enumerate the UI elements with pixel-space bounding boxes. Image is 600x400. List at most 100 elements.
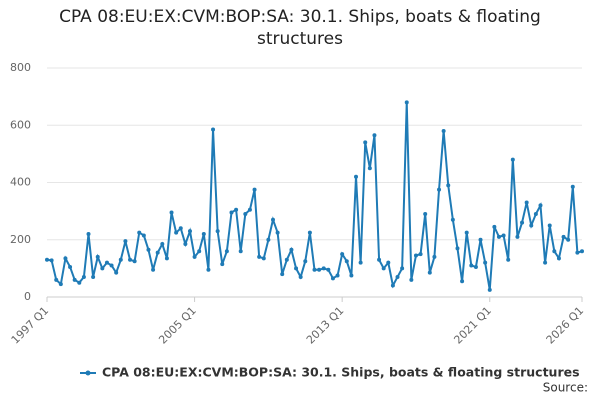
- point: [224, 249, 229, 254]
- point: [183, 242, 188, 247]
- point: [289, 247, 294, 252]
- point: [404, 100, 409, 105]
- point: [533, 211, 538, 216]
- point: [381, 266, 386, 271]
- point: [552, 249, 557, 254]
- point: [358, 260, 363, 265]
- point: [187, 229, 192, 234]
- point: [413, 253, 418, 258]
- point: [197, 249, 202, 254]
- point: [49, 258, 54, 263]
- point: [270, 217, 275, 222]
- point: [229, 210, 234, 215]
- y-tick-label: 800: [10, 61, 31, 74]
- point: [100, 266, 105, 271]
- point: [460, 279, 465, 284]
- point: [234, 207, 239, 212]
- point: [211, 127, 216, 132]
- point: [132, 259, 137, 264]
- point: [192, 254, 197, 259]
- point: [464, 230, 469, 235]
- point: [547, 223, 552, 228]
- point: [164, 256, 169, 261]
- legend-label: CPA 08:EU:EX:CVM:BOP:SA: 30.1. Ships, bo…: [102, 365, 580, 380]
- point: [506, 257, 511, 262]
- y-tick-label: 0: [24, 290, 31, 303]
- point: [469, 263, 474, 268]
- point: [294, 266, 299, 271]
- x-tick-label: 2021 Q1: [451, 304, 494, 347]
- point: [418, 252, 423, 257]
- point: [335, 273, 340, 278]
- point: [473, 264, 478, 269]
- point: [496, 234, 501, 239]
- point: [114, 270, 119, 275]
- point: [344, 259, 349, 264]
- point: [220, 262, 225, 267]
- y-tick-label: 400: [10, 176, 31, 189]
- point: [104, 260, 109, 265]
- point: [298, 274, 303, 279]
- point: [45, 257, 49, 262]
- chart-title: CPA 08:EU:EX:CVM:BOP:SA: 30.1. Ships, bo…: [59, 7, 541, 49]
- point: [354, 174, 359, 179]
- point: [261, 256, 266, 261]
- point: [86, 232, 91, 237]
- point: [441, 128, 446, 133]
- point: [109, 263, 114, 268]
- point: [556, 256, 561, 261]
- point: [492, 224, 497, 229]
- point: [58, 282, 63, 287]
- series-line: [46, 102, 583, 291]
- point: [386, 260, 391, 265]
- point: [520, 220, 525, 225]
- y-tick-label: 600: [10, 118, 31, 131]
- point: [478, 237, 483, 242]
- x-tick-label: 1997 Q1: [9, 304, 52, 347]
- point: [169, 210, 174, 215]
- point: [201, 232, 206, 237]
- point: [266, 237, 271, 242]
- point: [303, 259, 308, 264]
- source: Source:: [543, 381, 588, 395]
- point: [340, 252, 345, 257]
- point: [54, 277, 59, 282]
- point: [377, 257, 382, 262]
- point: [321, 266, 326, 271]
- point: [215, 229, 220, 234]
- point: [137, 230, 142, 235]
- point: [252, 187, 257, 192]
- point: [515, 234, 520, 239]
- point: [524, 200, 529, 205]
- point: [178, 226, 183, 231]
- point: [455, 246, 460, 251]
- point: [372, 133, 377, 138]
- legend-marker: [85, 370, 91, 376]
- x-tick-label: 2013 Q1: [304, 304, 347, 347]
- point: [566, 237, 571, 242]
- point: [275, 230, 280, 235]
- point: [432, 254, 437, 259]
- point: [437, 187, 442, 192]
- point: [330, 276, 335, 281]
- y-tick-label: 200: [10, 233, 31, 246]
- point: [72, 277, 77, 282]
- point: [487, 287, 492, 292]
- x-tick-label: 2026 Q1: [544, 304, 587, 347]
- point: [561, 234, 566, 239]
- point: [68, 264, 73, 269]
- point: [141, 233, 146, 238]
- point: [363, 140, 368, 145]
- point: [280, 272, 285, 277]
- point: [123, 239, 128, 244]
- point: [206, 267, 211, 272]
- point: [529, 223, 534, 228]
- point: [483, 260, 488, 265]
- point: [349, 273, 354, 278]
- point: [160, 242, 165, 247]
- point: [501, 233, 506, 238]
- point: [400, 266, 405, 271]
- point: [174, 230, 179, 235]
